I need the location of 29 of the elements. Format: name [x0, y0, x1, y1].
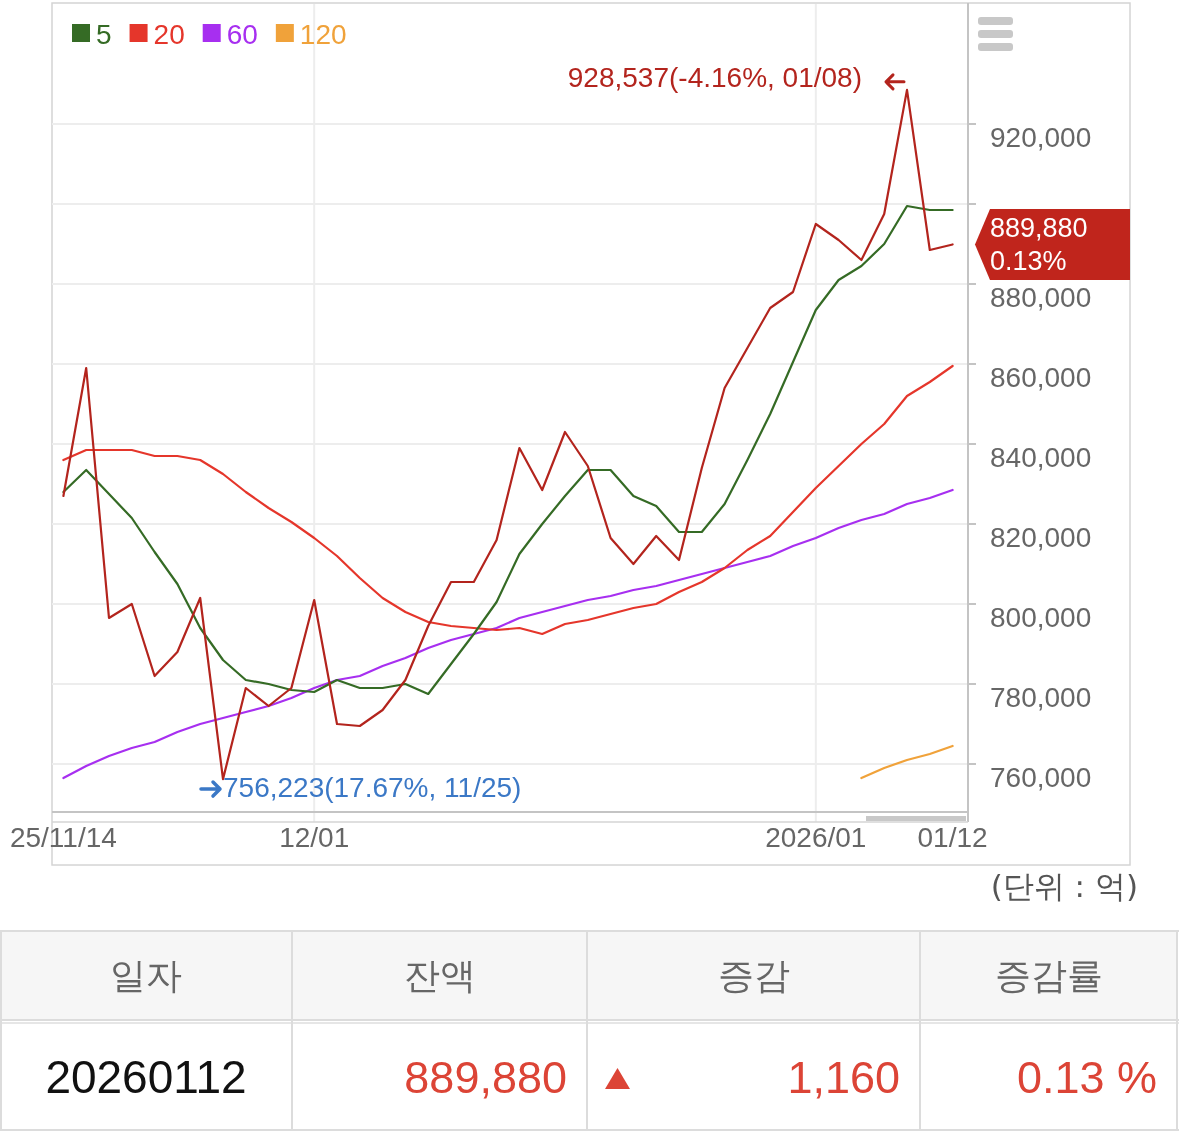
legend-label: 20 — [153, 18, 185, 50]
y-tick-label: 920,000 — [990, 121, 1092, 153]
legend-label: 120 — [299, 18, 347, 50]
text: (단위 : 억) — [990, 868, 1138, 904]
y-tick-label: 880,000 — [990, 281, 1092, 313]
category-label: 잔액 — [403, 954, 476, 996]
y-tick-label: 840,000 — [990, 441, 1092, 473]
legend-label: 60 — [226, 18, 258, 50]
y-tick-label: 760,000 — [990, 761, 1092, 793]
x-tick-label: 01/12 — [917, 821, 988, 853]
x-tick-label: 2026/01 — [765, 821, 867, 853]
x-tick-label: 25/11/14 — [9, 821, 117, 853]
text: 889,880 — [990, 213, 1088, 244]
y-tick-label: 780,000 — [990, 681, 1092, 713]
text: 0.13% — [990, 246, 1067, 277]
legend-label: 5 — [96, 18, 112, 50]
category-label: 일자 — [110, 954, 182, 996]
category-label: 증감률 — [994, 954, 1103, 996]
x-tick-label: 12/01 — [279, 821, 350, 853]
y-tick-label: 800,000 — [990, 601, 1092, 633]
text: 889,880 — [404, 1051, 567, 1103]
category-label: 증감 — [717, 954, 790, 996]
text: 20260112 — [45, 1051, 247, 1103]
y-tick-label: 860,000 — [990, 361, 1092, 393]
y-tick-label: 820,000 — [990, 521, 1092, 553]
text: 1,160 — [787, 1051, 900, 1103]
annotation: 756,223(17.67%, 11/25) — [223, 771, 522, 803]
annotation: 928,537(-4.16%, 01/08) — [567, 62, 862, 94]
text: 0.13 % — [1016, 1051, 1157, 1103]
